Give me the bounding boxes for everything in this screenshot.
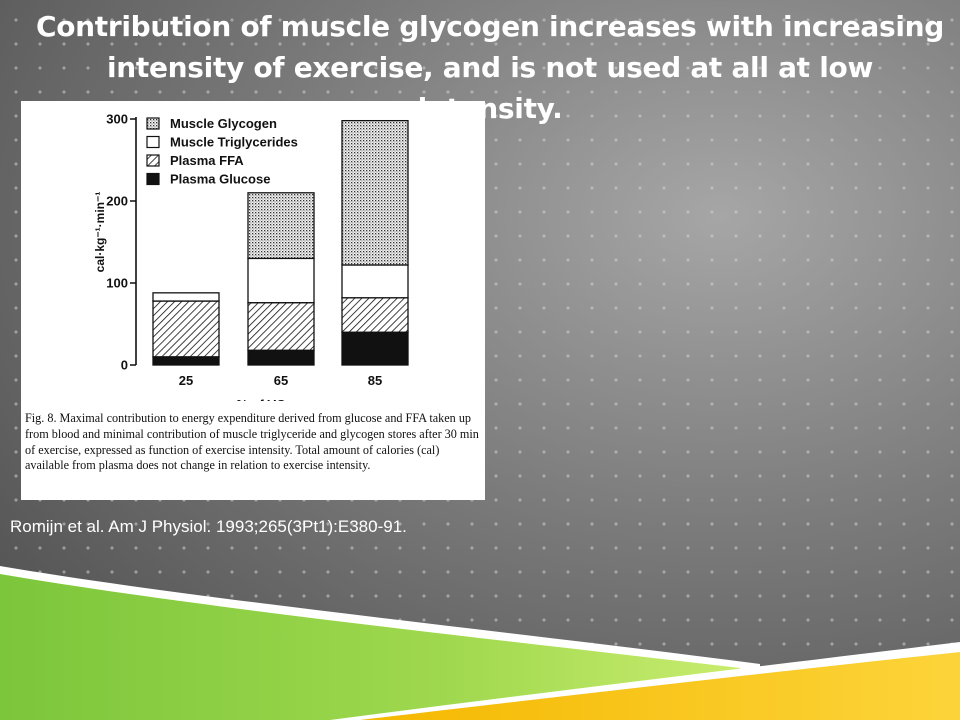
x-tick-label: 65 [274, 373, 288, 388]
y-tick-label: 200 [106, 194, 128, 209]
caption-label: Fig. 8. [25, 411, 57, 425]
bar-segment [341, 331, 409, 366]
bars: 25 65 85 [152, 119, 409, 388]
legend-swatch [146, 135, 160, 149]
axes: 0 100 200 300 [106, 112, 137, 373]
bar-segment [247, 257, 315, 304]
legend-label: Plasma Glucose [170, 172, 270, 187]
x-tick-label: 25 [179, 373, 193, 388]
axis-labels: % of VO₂ max cal·kg⁻¹·min⁻¹ [93, 192, 322, 401]
figure-panel: 0 100 200 300 25 65 85 Muscle Glycogen Muscle … [21, 101, 485, 500]
y-tick-label: 100 [106, 276, 128, 291]
bar-segment [341, 264, 409, 299]
legend-label: Muscle Triglycerides [170, 135, 298, 150]
y-tick-label: 0 [121, 358, 128, 373]
figure-caption: Fig. 8. Maximal contribution to energy e… [25, 411, 481, 474]
y-axis-title: cal·kg⁻¹·min⁻¹ [93, 192, 107, 273]
x-axis-title: % of VO₂ max [236, 397, 322, 401]
legend-label: Plasma FFA [170, 153, 244, 168]
bar-segment [341, 297, 409, 333]
legend: Muscle Glycogen Muscle Triglycerides Plasm… [146, 116, 298, 187]
decorative-swoosh [0, 566, 960, 720]
caption-text: Maximal contribution to energy expenditu… [25, 411, 479, 473]
bar-segment [152, 300, 220, 358]
legend-swatch [146, 172, 160, 186]
bar-segment [341, 119, 409, 266]
bar-segment [247, 349, 315, 366]
legend-swatch [146, 154, 160, 167]
y-tick-label: 300 [106, 112, 128, 127]
legend-swatch [146, 117, 160, 130]
bar-segment [152, 356, 220, 366]
x-tick-label: 85 [368, 373, 382, 388]
slide-title: Contribution of muscle glycogen increase… [35, 10, 945, 125]
citation: Romijn et al. Am J Physiol. 1993;265(3Pt… [10, 517, 407, 536]
legend-label: Muscle Glycogen [170, 116, 277, 131]
bar-segment [247, 302, 315, 351]
bar-segment [247, 192, 315, 260]
bar-segment [152, 292, 220, 302]
